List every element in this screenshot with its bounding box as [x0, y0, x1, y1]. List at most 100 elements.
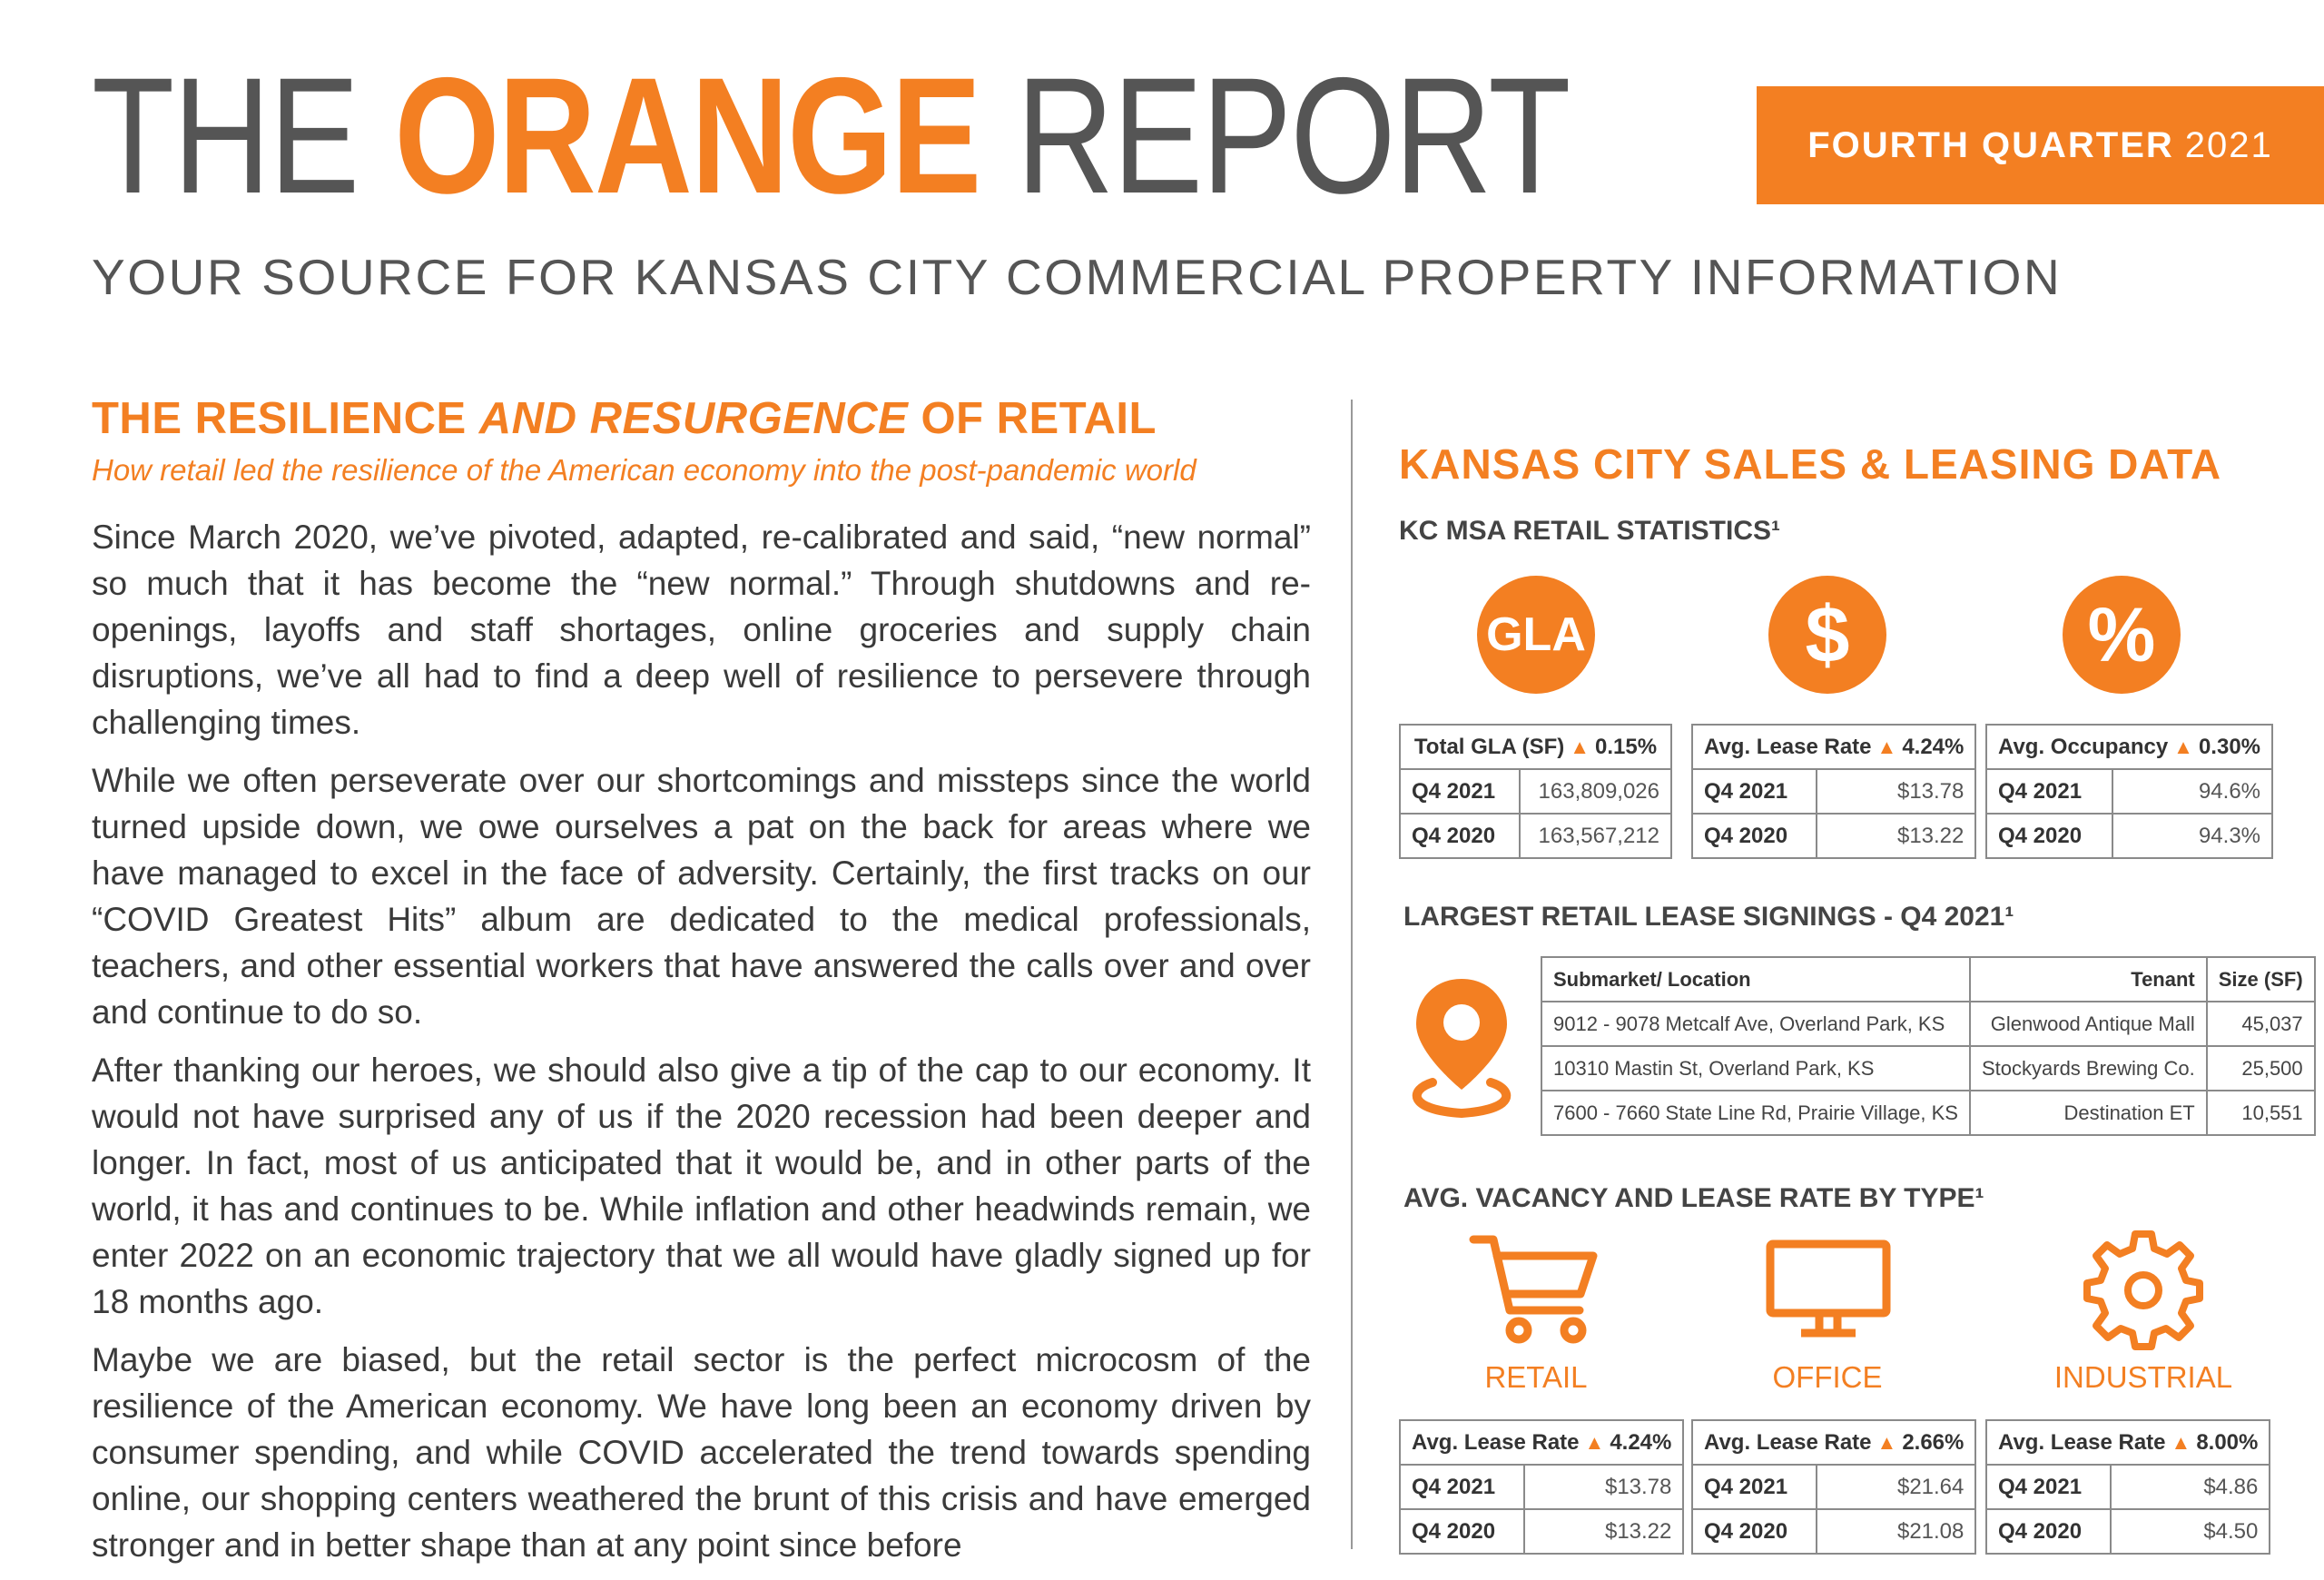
up-arrow: ▲ [2173, 735, 2193, 758]
article-heading: THE RESILIENCE AND RESURGENCE OF RETAIL [92, 394, 1157, 444]
quarter-label: FOURTH QUARTER [1807, 124, 2174, 165]
title-word: THE [92, 43, 359, 228]
column-divider [1351, 400, 1353, 1549]
type-label: INDUSTRIAL [2053, 1360, 2233, 1394]
quarter-year: 2021 [2184, 124, 2273, 165]
title-word: ORANGE [394, 43, 981, 228]
period: Q4 2020 [1985, 813, 2113, 859]
up-arrow: ▲ [1584, 1430, 1605, 1454]
up-arrow: ▲ [2171, 1430, 2191, 1454]
period: Q4 2020 [1398, 1508, 1526, 1555]
table-cell: Glenwood Antique Mall [1968, 1001, 2208, 1047]
period: Q4 2020 [1984, 1508, 2112, 1555]
quarter-badge: FOURTH QUARTER 2021 [1757, 86, 2324, 204]
table-header: Avg. Lease Rate ▲ 8.00% [1984, 1419, 2271, 1466]
section-title: AVG. VACANCY AND LEASE RATE BY TYPE¹ [1403, 1183, 1984, 1213]
period: Q4 2020 [1690, 1508, 1818, 1555]
stat-label: Avg. Lease Rate [1998, 1429, 2166, 1455]
stat-change: 0.30% [2198, 734, 2261, 759]
period: Q4 2021 [1690, 768, 1818, 815]
stat-value: $13.22 [1523, 1508, 1685, 1555]
article-subheading: How retail led the resilience of the Ame… [92, 453, 1196, 487]
stat-label: Avg. Lease Rate [1704, 1429, 1872, 1455]
table-row: 10310 Mastin St, Overland Park, KS Stocky… [1541, 1045, 2316, 1091]
table-row: Q4 2021 $21.64 [1690, 1464, 1977, 1510]
period: Q4 2021 [1984, 1464, 2112, 1510]
section-title: LARGEST RETAIL LEASE SIGNINGS - Q4 2021¹ [1403, 902, 2014, 932]
article-body: Since March 2020, we’ve pivoted, adapted… [92, 514, 1311, 1580]
type-label: RETAIL [1484, 1360, 1588, 1394]
title-word: REPORT [1016, 43, 1571, 228]
table-cell: 10,551 [2205, 1090, 2316, 1136]
stat-value: 163,567,212 [1518, 813, 1673, 859]
column-header: Size (SF) [2205, 956, 2316, 1002]
table-header-row: Avg. Lease Rate ▲ 2.66% [1690, 1419, 1977, 1466]
table-header: Avg. Lease Rate ▲ 2.66% [1690, 1419, 1977, 1466]
stat-label: Avg. Lease Rate [1704, 734, 1872, 759]
table-row: Q4 2020 $13.22 [1398, 1508, 1685, 1555]
stat-table: Avg. Lease Rate ▲ 2.66% Q4 2021 $21.64 Q4 202… [1690, 1419, 1977, 1555]
table-row: Q4 2020 $21.08 [1690, 1508, 1977, 1555]
stat-label: Avg. Lease Rate [1412, 1429, 1580, 1455]
stat-table: Avg. Lease Rate ▲ 4.24% Q4 2021 $13.78 Q4 202… [1690, 724, 1977, 859]
stat-change: 4.24% [1902, 734, 1965, 759]
stat-value: $4.86 [2110, 1464, 2271, 1510]
stat-label: Avg. Occupancy [1998, 734, 2169, 759]
table-cell: 45,037 [2205, 1001, 2316, 1047]
gear-icon [2083, 1230, 2203, 1350]
stat-value: $13.22 [1816, 813, 1977, 859]
table-row: 9012 - 9078 Metcalf Ave, Overland Park, … [1541, 1001, 2316, 1047]
table-cell: 25,500 [2205, 1045, 2316, 1091]
table-row: Q4 2020 $4.50 [1984, 1508, 2271, 1555]
paragraph: Since March 2020, we’ve pivoted, adapted… [92, 518, 1311, 741]
up-arrow: ▲ [1876, 1430, 1897, 1454]
table-cell: Destination ET [1968, 1090, 2208, 1136]
up-arrow: ▲ [1570, 735, 1590, 758]
period: Q4 2020 [1399, 813, 1521, 859]
table-cell: 10310 Mastin St, Overland Park, KS [1541, 1045, 1971, 1091]
table-header-row: Total GLA (SF) ▲ 0.15% [1399, 724, 1672, 770]
paragraph: While we often perseverate over our shor… [92, 762, 1311, 1031]
stat-icon: $ [1768, 576, 1886, 694]
heading-part: AND RESURGENCE [478, 394, 909, 443]
table-header-row: Avg. Lease Rate ▲ 8.00% [1984, 1419, 2271, 1466]
table-cell: 9012 - 9078 Metcalf Ave, Overland Park, … [1541, 1001, 1971, 1047]
monitor-icon [1766, 1239, 1891, 1338]
stat-value: $21.08 [1816, 1508, 1977, 1555]
table-row: Q4 2021 $13.78 [1690, 768, 1977, 815]
report-title: THE ORANGE REPORT [92, 53, 1571, 218]
stat-change: 2.66% [1902, 1429, 1965, 1455]
type-label: OFFICE [1772, 1360, 1883, 1394]
section-title: KC MSA RETAIL STATISTICS¹ [1399, 516, 1780, 546]
table-row: Q4 2021 94.6% [1985, 768, 2274, 815]
stat-label: Total GLA (SF) [1413, 734, 1565, 759]
sidebar-title: KANSAS CITY SALES & LEASING DATA [1399, 440, 2222, 488]
table-header: Avg. Occupancy ▲ 0.30% [1984, 724, 2274, 770]
period: Q4 2021 [1985, 768, 2113, 815]
stat-table: Total GLA (SF) ▲ 0.15% Q4 2021 163,809,026 Q4… [1399, 724, 1673, 859]
table-row: Q4 2020 94.3% [1985, 813, 2274, 859]
table-header: Total GLA (SF) ▲ 0.15% [1399, 724, 1672, 770]
heading-part: OF RETAIL [921, 394, 1157, 443]
stat-icon: GLA [1477, 576, 1595, 694]
period: Q4 2021 [1690, 1464, 1818, 1510]
stat-table: Avg. Occupancy ▲ 0.30% Q4 2021 94.6% Q4 2020 9… [1984, 724, 2274, 859]
stat-change: 4.24% [1610, 1429, 1672, 1455]
table-cell: Stockyards Brewing Co. [1968, 1045, 2208, 1091]
stat-change: 0.15% [1595, 734, 1658, 759]
stat-value: $13.78 [1816, 768, 1977, 815]
location-icon [1412, 979, 1512, 1119]
stat-change: 8.00% [2196, 1429, 2259, 1455]
lease-table: Submarket/ Location Tenant Size (SF) 9012 -… [1541, 956, 2316, 1136]
tagline: YOUR SOURCE FOR KANSAS CITY COMMERCIAL P… [92, 249, 2063, 305]
table-row: Q4 2021 $4.86 [1984, 1464, 2271, 1510]
heading-part: THE RESILIENCE [92, 394, 467, 443]
stat-value: 94.6% [2111, 768, 2274, 815]
stat-table: Avg. Lease Rate ▲ 8.00% Q4 2021 $4.86 Q4 2020… [1984, 1419, 2271, 1555]
table-header-row: Avg. Occupancy ▲ 0.30% [1984, 724, 2274, 770]
table-row: Q4 2021 $13.78 [1398, 1464, 1685, 1510]
table-header: Avg. Lease Rate ▲ 4.24% [1398, 1419, 1685, 1466]
table-header-row: Avg. Lease Rate ▲ 4.24% [1398, 1419, 1685, 1466]
stat-value: 94.3% [2111, 813, 2274, 859]
